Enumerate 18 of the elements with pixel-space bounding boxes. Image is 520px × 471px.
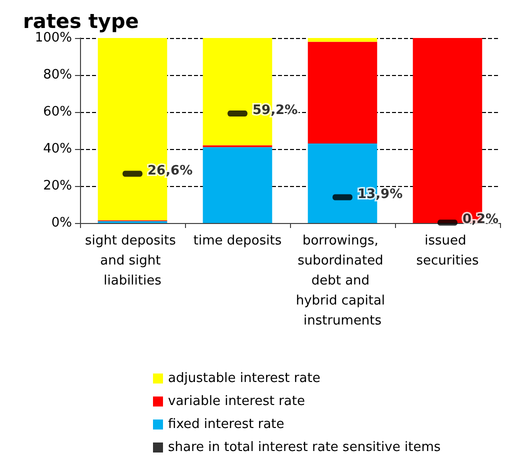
x-tick-label: issued securities xyxy=(416,234,480,268)
y-tick-label: 100% xyxy=(34,30,72,46)
bar xyxy=(202,147,272,223)
x-tick-label: borrowings, subordinated debt and hybrid capital instruments xyxy=(296,234,390,328)
y-tick-label: 80% xyxy=(43,68,72,82)
bar xyxy=(308,42,378,144)
legend-label: fixed interest rate xyxy=(168,417,284,432)
y-tick-label: 40% xyxy=(43,142,72,156)
legend-label: adjustable interest rate xyxy=(168,371,320,386)
legend-label: share in total interest rate sensitive items xyxy=(168,440,441,455)
x-tick-label: sight deposits and sight liabilities xyxy=(85,234,180,288)
y-tick-label: 60% xyxy=(43,104,72,120)
chart-title: rates type xyxy=(23,9,139,33)
y-tick-label: 0% xyxy=(51,216,72,230)
bar xyxy=(308,38,378,42)
x-tick-label: time deposits xyxy=(193,234,282,248)
legend-label: variable interest rate xyxy=(168,394,305,409)
y-tick-label: 20% xyxy=(43,178,72,194)
